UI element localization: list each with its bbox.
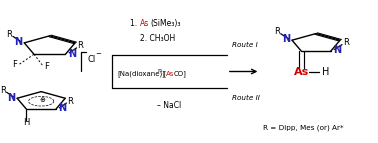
Text: H: H bbox=[23, 118, 29, 127]
Text: R: R bbox=[67, 97, 73, 106]
Text: N: N bbox=[7, 93, 15, 103]
Text: Route I: Route I bbox=[232, 42, 258, 48]
Text: H: H bbox=[322, 66, 329, 77]
Text: ][: ][ bbox=[161, 71, 167, 77]
Text: Route II: Route II bbox=[232, 95, 260, 101]
Text: ⊕: ⊕ bbox=[39, 97, 45, 103]
Text: Cl: Cl bbox=[88, 55, 96, 64]
Text: CO]: CO] bbox=[174, 71, 187, 77]
Text: [Na(dioxane): [Na(dioxane) bbox=[117, 71, 163, 77]
Text: F: F bbox=[12, 60, 17, 69]
Text: N: N bbox=[58, 103, 67, 113]
Text: – NaCl: – NaCl bbox=[157, 101, 181, 110]
Text: As: As bbox=[166, 71, 175, 77]
Text: R: R bbox=[274, 27, 280, 36]
Text: R: R bbox=[77, 41, 83, 50]
Text: 1.: 1. bbox=[130, 19, 139, 28]
Text: N: N bbox=[68, 49, 76, 58]
Text: R = Dipp, Mes (or) Ar*: R = Dipp, Mes (or) Ar* bbox=[263, 125, 343, 131]
Text: N: N bbox=[282, 34, 290, 44]
Text: R: R bbox=[6, 30, 12, 39]
Text: R: R bbox=[343, 38, 349, 47]
Text: F: F bbox=[44, 62, 49, 71]
Text: 2. CH₃OH: 2. CH₃OH bbox=[139, 34, 175, 43]
Text: N: N bbox=[14, 37, 22, 47]
Text: N: N bbox=[333, 45, 341, 55]
Text: R: R bbox=[0, 86, 6, 95]
Text: As: As bbox=[294, 66, 309, 77]
Text: n: n bbox=[157, 68, 161, 73]
Text: As: As bbox=[139, 19, 149, 28]
Text: −: − bbox=[95, 51, 101, 57]
Text: (SiMe₃)₃: (SiMe₃)₃ bbox=[151, 19, 181, 28]
